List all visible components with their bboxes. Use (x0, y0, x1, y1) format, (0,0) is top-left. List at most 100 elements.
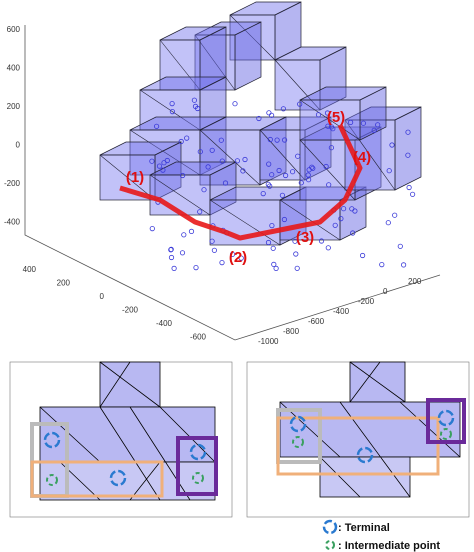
z-tick-label: 400 (7, 64, 21, 73)
terminal (109, 469, 127, 487)
intermediate (440, 428, 452, 440)
x-tick-label: 0 (100, 292, 105, 301)
dot (280, 106, 286, 112)
dot (325, 123, 331, 129)
dot (156, 163, 163, 169)
dot (295, 153, 301, 159)
z-tick-label: 600 (7, 25, 21, 34)
legend-intermediate: : Intermediate point (338, 540, 440, 552)
y-tick-label: -200 (358, 297, 375, 306)
dot (273, 265, 279, 271)
dot (265, 181, 271, 187)
dot (191, 97, 197, 103)
dot (184, 135, 190, 141)
dot (188, 228, 195, 234)
dot (298, 180, 304, 186)
cube-diagonal (129, 129, 201, 176)
dot (265, 239, 272, 246)
dot (271, 261, 277, 267)
dot (197, 149, 203, 155)
dot (309, 164, 315, 170)
cube-stack (99, 1, 422, 246)
dot (385, 220, 391, 226)
axis-frame (24, 25, 441, 341)
dot (222, 180, 229, 186)
dot (324, 110, 331, 116)
cube-diagonal (344, 119, 396, 191)
dot (350, 230, 356, 236)
cube-diagonal (209, 199, 281, 246)
dot (149, 226, 155, 232)
x-tick-label: -200 (122, 306, 139, 315)
dot (276, 167, 282, 174)
dot (292, 238, 298, 244)
cube-diagonal (149, 174, 211, 216)
z-tick-label: 0 (16, 141, 21, 150)
box (426, 398, 466, 444)
dot (154, 123, 160, 129)
dot (310, 165, 316, 171)
dot (281, 216, 287, 223)
dot (211, 247, 217, 253)
dot (386, 168, 392, 174)
block (319, 456, 411, 498)
dot (406, 184, 412, 191)
dot (219, 259, 225, 266)
terminal (189, 443, 207, 461)
legend-terminal-icon (322, 519, 338, 535)
dot (149, 158, 155, 164)
dot (193, 264, 199, 271)
dot (318, 238, 325, 244)
dot (274, 137, 280, 143)
edges (39, 361, 216, 501)
dot (205, 164, 211, 170)
dot (209, 147, 215, 153)
y-tick-label: -800 (283, 327, 300, 336)
path-label: (3) (296, 229, 314, 246)
dot (180, 172, 186, 179)
dot (281, 137, 288, 143)
dot (260, 191, 266, 197)
terminal (356, 446, 374, 464)
terminal (289, 415, 307, 433)
dot (375, 122, 381, 128)
z-tick-label: -400 (4, 218, 21, 227)
path-labels: (1) (2) (3) (4) (5) (126, 109, 371, 266)
dot (270, 245, 276, 251)
dot (169, 109, 175, 115)
path-label: (2) (229, 249, 247, 266)
path-label: (5) (327, 109, 345, 126)
cube-diagonal (229, 14, 276, 61)
dot (294, 265, 300, 271)
intermediate (292, 436, 304, 448)
dot (192, 103, 199, 110)
intermediate (192, 472, 204, 484)
dot (266, 161, 272, 167)
dot (179, 250, 186, 256)
dot (181, 232, 187, 238)
dot (229, 251, 236, 257)
dot (266, 110, 272, 116)
dot (168, 247, 174, 253)
dot (232, 101, 238, 107)
dot (219, 158, 225, 164)
dot (392, 212, 398, 218)
edges (279, 361, 461, 498)
dot (209, 238, 215, 244)
dot (240, 168, 246, 174)
terminal (437, 409, 455, 427)
box (276, 416, 440, 476)
box (30, 460, 164, 498)
cube-side (394, 106, 422, 191)
dot (400, 262, 407, 268)
dot (347, 119, 354, 126)
dot (340, 206, 347, 212)
left-panel (9, 361, 233, 518)
dot (289, 169, 296, 175)
dot (168, 254, 175, 261)
dot (256, 115, 262, 122)
y-tick-label: -400 (333, 307, 350, 316)
dot (389, 142, 395, 148)
dot (360, 120, 366, 126)
dot (269, 172, 275, 178)
